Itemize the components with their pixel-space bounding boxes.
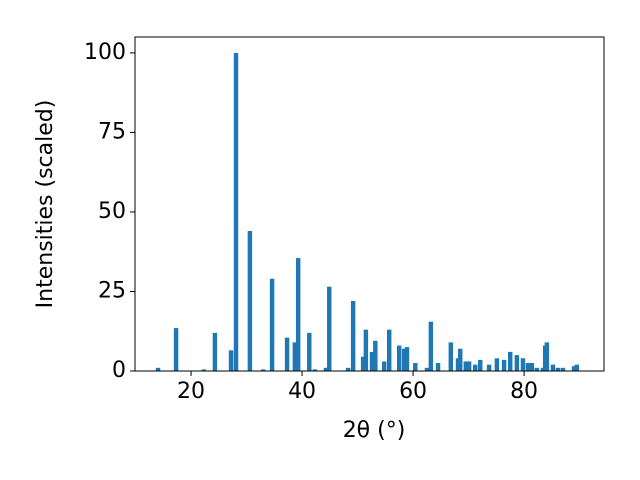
bar xyxy=(473,364,478,371)
bar xyxy=(345,367,351,371)
bar xyxy=(544,342,550,371)
bar xyxy=(312,369,318,371)
bar xyxy=(514,355,520,371)
bar xyxy=(401,348,407,371)
bar xyxy=(307,332,312,371)
bar xyxy=(386,329,392,371)
bar xyxy=(494,358,500,371)
y-tick-label: 25 xyxy=(98,278,126,303)
y-tick-label: 50 xyxy=(98,199,126,224)
bar xyxy=(448,342,454,371)
bar xyxy=(435,363,441,371)
bar xyxy=(228,350,234,371)
bar xyxy=(478,359,483,371)
bar xyxy=(173,328,179,371)
bar xyxy=(155,367,161,371)
bar xyxy=(525,363,531,371)
bar xyxy=(574,364,580,371)
bar xyxy=(571,366,577,371)
bar xyxy=(233,52,239,372)
plot-frame xyxy=(134,36,605,372)
bar xyxy=(292,342,298,371)
bar xyxy=(201,369,207,371)
x-tick-label: 40 xyxy=(288,379,316,404)
bar xyxy=(560,367,566,371)
bar xyxy=(295,258,301,371)
x-axis-label: 2θ (°) xyxy=(343,418,406,443)
y-axis-label: Intensities (scaled) xyxy=(33,100,58,309)
bar xyxy=(350,301,356,371)
bar xyxy=(555,367,561,371)
bar xyxy=(369,351,375,371)
bar xyxy=(373,340,378,371)
x-tick-label: 20 xyxy=(177,379,205,404)
x-tick-label: 60 xyxy=(399,379,427,404)
bar xyxy=(381,361,387,371)
bar xyxy=(507,351,513,371)
bar xyxy=(363,329,369,371)
bar xyxy=(529,363,535,371)
bar xyxy=(323,367,329,371)
bar xyxy=(534,367,540,371)
y-tick-label: 100 xyxy=(84,40,126,65)
bar xyxy=(404,347,410,371)
bar xyxy=(486,364,492,371)
bar xyxy=(284,337,290,371)
bar xyxy=(247,231,253,371)
bar xyxy=(269,278,275,371)
bar xyxy=(424,367,430,371)
bar xyxy=(463,361,469,371)
y-tick-label: 75 xyxy=(98,119,126,144)
bar xyxy=(520,358,526,371)
bar xyxy=(360,356,366,371)
bar xyxy=(413,363,418,371)
bar xyxy=(327,286,332,371)
y-tick-label: 0 xyxy=(112,358,126,383)
bar xyxy=(466,361,472,371)
bar xyxy=(396,345,402,371)
bar xyxy=(458,348,463,371)
bar xyxy=(501,359,507,371)
bar xyxy=(260,369,266,371)
bar xyxy=(212,332,218,371)
bar xyxy=(428,321,434,371)
x-tick-label: 80 xyxy=(510,379,538,404)
bar xyxy=(550,364,556,371)
